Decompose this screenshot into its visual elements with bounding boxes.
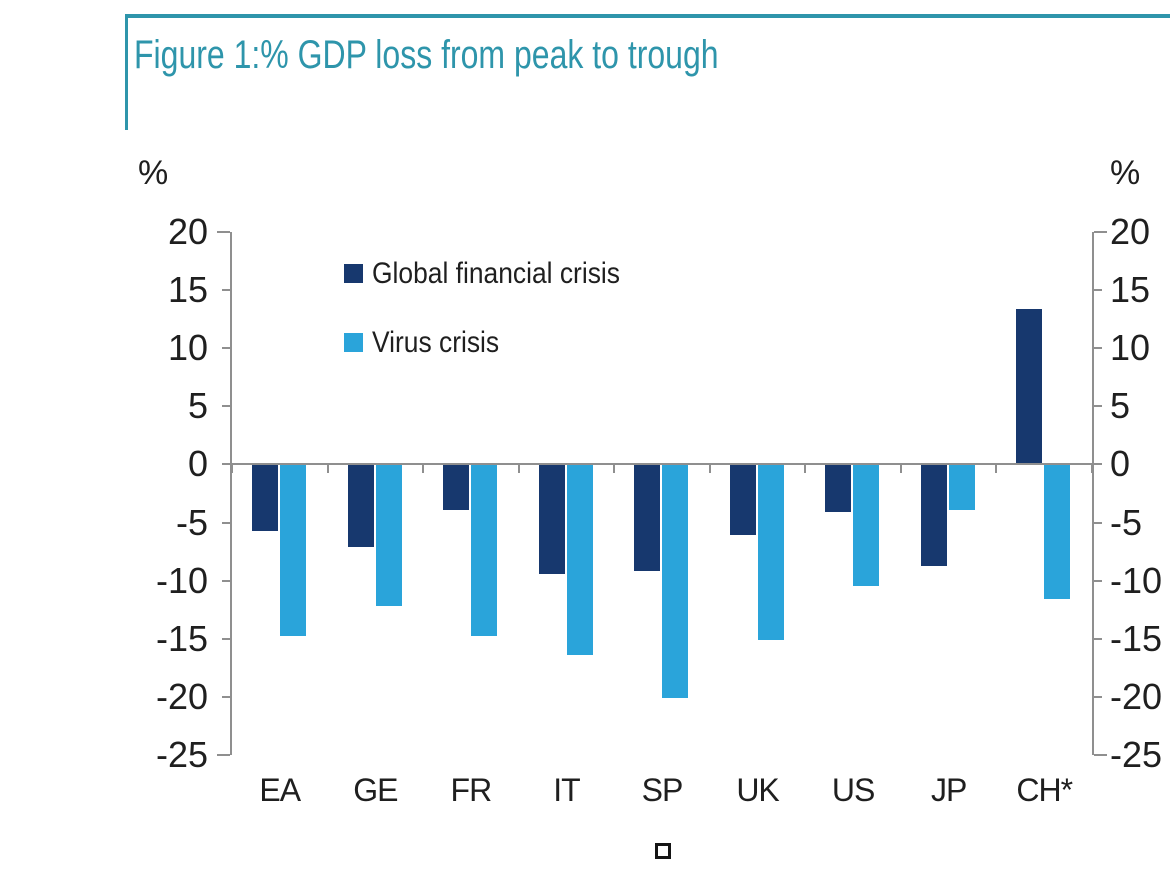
bar-JP-virus xyxy=(948,464,975,510)
x-category-label: FR xyxy=(450,772,493,808)
figure-title: Figure 1:% GDP loss from peak to trough xyxy=(134,33,719,77)
y-tick-label-left: -15 xyxy=(155,617,208,659)
y-tick-left xyxy=(222,579,230,582)
y-tick-label-left: 15 xyxy=(167,269,208,311)
bar-SP-gfc xyxy=(634,464,661,572)
x-category-label: SP xyxy=(641,772,684,808)
bar-GE-gfc xyxy=(347,464,374,547)
y-tick-right xyxy=(1094,521,1102,524)
y-tick-left xyxy=(217,754,230,756)
zero-line xyxy=(232,463,1092,466)
bar-GE-virus xyxy=(375,464,402,607)
bar-EA-gfc xyxy=(252,464,278,531)
y-axis-unit-right: % xyxy=(1110,154,1141,192)
y-tick-right xyxy=(1094,754,1107,756)
page-marker-square-icon xyxy=(655,843,671,859)
bar-IT-gfc xyxy=(538,464,565,574)
y-tick-label-right: -15 xyxy=(1110,617,1163,659)
x-axis-tick xyxy=(1091,465,1093,474)
y-tick-right xyxy=(1094,637,1102,640)
bar-US-virus xyxy=(853,464,880,587)
legend-label-gfc: Global financial crisis xyxy=(372,257,620,290)
x-axis-tick xyxy=(708,465,711,474)
y-axis-unit-left: % xyxy=(138,154,169,192)
x-axis-tick xyxy=(613,465,616,474)
x-axis-tick xyxy=(517,465,520,474)
y-tick-left xyxy=(222,463,230,466)
bar-CH-virus xyxy=(1044,464,1071,600)
y-tick-right xyxy=(1094,695,1102,698)
bar-SP-virus xyxy=(662,464,689,699)
y-tick-left xyxy=(222,289,230,292)
y-tick-label-right: 0 xyxy=(1110,443,1131,485)
bar-EA-virus xyxy=(280,464,306,637)
bar-IT-virus xyxy=(566,464,593,656)
y-tick-label-right: -10 xyxy=(1110,559,1163,601)
y-tick-right xyxy=(1094,347,1102,350)
bar-FR-gfc xyxy=(443,464,470,510)
y-tick-label-left: -20 xyxy=(155,675,208,717)
y-tick-label-right: 20 xyxy=(1110,211,1151,252)
x-category-label: JP xyxy=(930,772,967,808)
y-tick-right xyxy=(1094,405,1102,408)
bar-UK-gfc xyxy=(729,464,756,536)
y-tick-right xyxy=(1094,579,1102,582)
x-axis-tick xyxy=(804,465,807,474)
x-axis-tick xyxy=(231,465,233,474)
x-axis-tick xyxy=(422,465,425,474)
y-tick-label-left: -25 xyxy=(155,734,208,775)
bar-FR-virus xyxy=(471,464,498,637)
x-category-label: EA xyxy=(259,772,301,808)
y-tick-label-right: 5 xyxy=(1110,385,1131,427)
y-tick-label-left: 20 xyxy=(167,211,208,252)
y-tick-left xyxy=(217,231,230,233)
x-category-label: IT xyxy=(553,772,580,808)
y-tick-label-left: -10 xyxy=(155,559,208,601)
y-tick-label-right: 10 xyxy=(1110,327,1151,369)
y-tick-label-left: 5 xyxy=(187,385,208,427)
x-axis-tick xyxy=(899,465,902,474)
x-category-label: GE xyxy=(353,772,398,808)
y-axis-line-left xyxy=(230,232,232,755)
y-tick-left xyxy=(222,521,230,524)
y-tick-label-right: -20 xyxy=(1110,675,1163,717)
legend-swatch-gfc-icon xyxy=(344,264,363,283)
figure-border-top xyxy=(125,14,1170,18)
y-tick-left xyxy=(222,637,230,640)
x-axis-tick xyxy=(326,465,329,474)
y-tick-left xyxy=(222,405,230,408)
y-tick-label-right: 15 xyxy=(1110,269,1151,311)
y-tick-right xyxy=(1094,289,1102,292)
y-tick-label-left: 0 xyxy=(187,443,208,485)
bar-CH-gfc xyxy=(1016,308,1043,465)
y-tick-left xyxy=(222,695,230,698)
x-category-label: CH* xyxy=(1016,772,1073,808)
figure-border-left xyxy=(125,14,128,130)
bar-UK-virus xyxy=(757,464,784,640)
y-tick-left xyxy=(222,347,230,350)
y-tick-label-right: -5 xyxy=(1110,501,1143,543)
y-tick-right xyxy=(1094,463,1102,466)
y-axis-line-right xyxy=(1092,232,1094,755)
y-tick-label-left: 10 xyxy=(167,327,208,369)
y-tick-label-left: -5 xyxy=(175,501,208,543)
x-axis-tick xyxy=(995,465,998,474)
x-category-label: UK xyxy=(736,772,779,808)
legend-swatch-virus-icon xyxy=(344,333,363,352)
bar-JP-gfc xyxy=(920,464,947,566)
legend-label-virus: Virus crisis xyxy=(372,326,500,359)
x-category-label: US xyxy=(831,772,875,808)
bar-US-gfc xyxy=(825,464,852,513)
y-tick-label-right: -25 xyxy=(1110,734,1163,775)
y-tick-right xyxy=(1094,231,1107,233)
